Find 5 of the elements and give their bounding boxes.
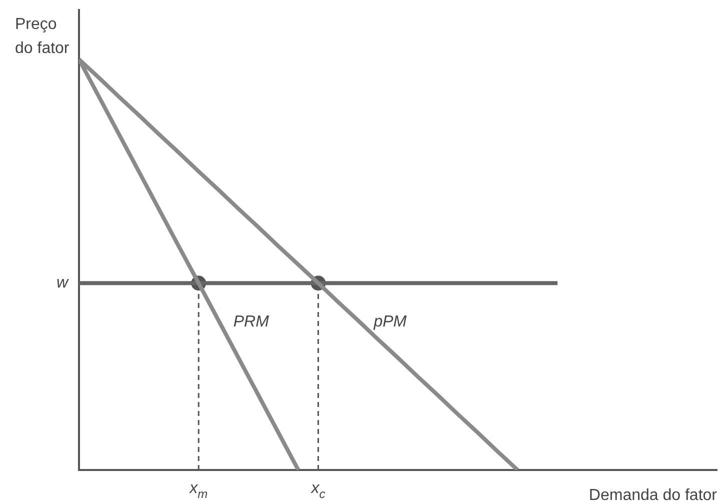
series-label: w <box>56 274 70 292</box>
y-axis-title: Preço do fator <box>15 16 70 57</box>
series-label: pPM <box>372 314 408 331</box>
series-label: PRM <box>233 314 270 331</box>
x-axis-title: Demanda do fator <box>588 487 718 504</box>
